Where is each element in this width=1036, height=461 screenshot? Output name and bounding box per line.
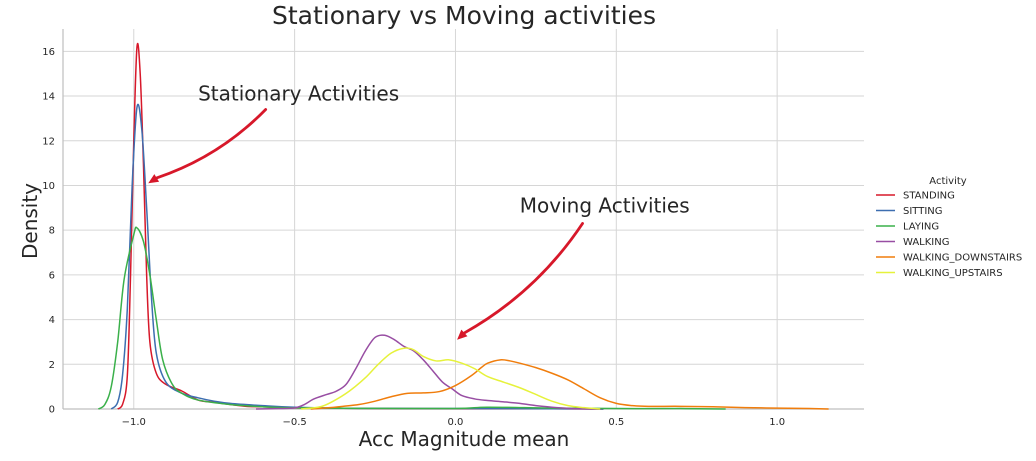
- legend-label-laying: LAYING: [903, 222, 939, 233]
- x-tick-label: 0.0: [448, 417, 464, 428]
- annotation-arrow-shaft: [463, 222, 584, 335]
- series-line-sitting: [110, 103, 604, 410]
- x-tick-label: −1.0: [122, 417, 146, 428]
- chart-title: Stationary vs Moving activities: [272, 1, 656, 30]
- y-tick-label: 2: [49, 360, 55, 371]
- y-tick-label: 10: [42, 181, 55, 192]
- annotations: Stationary Activities Moving Activities: [148, 82, 690, 340]
- series-line-laying: [97, 226, 726, 410]
- y-axis-label: Density: [18, 183, 42, 259]
- legend-title: Activity: [929, 176, 966, 187]
- legend-items: STANDING SITTING LAYING WALKING WALKING_DOWN…: [876, 191, 1022, 279]
- x-axis-label: Acc Magnitude mean: [359, 427, 570, 451]
- series-lines: [97, 42, 829, 410]
- legend: Activity STANDING SITTING LAYING WALKING WAL…: [876, 176, 1022, 279]
- legend-label-standing: STANDING: [903, 191, 955, 202]
- y-tick-label: 4: [49, 315, 55, 326]
- x-axis-ticks: −1.0 −0.5 0.0 0.5 1.0: [122, 417, 785, 428]
- grid: [63, 29, 864, 410]
- series-line-walking-upstairs: [300, 347, 601, 410]
- legend-label-walking-upstairs: WALKING_UPSTAIRS: [903, 268, 1003, 279]
- annotation-arrow-head: [457, 329, 468, 340]
- annotation-text: Stationary Activities: [198, 82, 399, 106]
- y-tick-label: 12: [42, 136, 55, 147]
- x-tick-label: 1.0: [769, 417, 785, 428]
- legend-label-walking: WALKING: [903, 237, 950, 248]
- x-tick-label: 0.5: [608, 417, 624, 428]
- annotation-arrow-shaft: [155, 108, 268, 180]
- annotation-arrow-head: [148, 174, 160, 184]
- y-tick-label: 6: [49, 270, 55, 281]
- y-axis-ticks: 0 2 4 6 8 10 12 14 16: [42, 47, 55, 416]
- x-tick-label: −0.5: [282, 417, 306, 428]
- legend-label-walking-downstairs: WALKING_DOWNSTAIRS: [903, 253, 1022, 264]
- y-tick-label: 14: [42, 92, 55, 103]
- series-line-walking-downstairs: [310, 358, 829, 410]
- y-tick-label: 8: [49, 226, 55, 237]
- annotation-text: Moving Activities: [520, 193, 690, 217]
- axes: [62, 29, 864, 410]
- y-tick-label: 0: [49, 405, 55, 416]
- y-tick-label: 16: [42, 47, 55, 58]
- legend-label-sitting: SITTING: [903, 206, 943, 217]
- series-line-walking: [255, 334, 601, 410]
